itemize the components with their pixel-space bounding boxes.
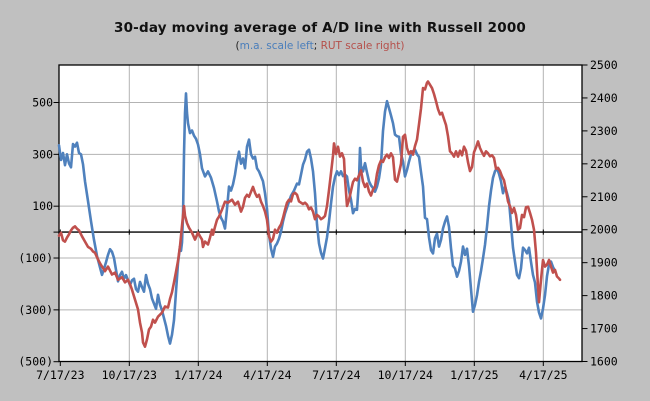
- left-axis-label: 300: [32, 147, 53, 161]
- x-axis-label: 4/17/25: [519, 368, 567, 382]
- subtitle-close-paren: ): [400, 40, 405, 52]
- left-axis-label: 500: [32, 96, 53, 110]
- chart-subtitle: (m.a. scale left; RUT scale right): [0, 40, 640, 52]
- right-axis-label: 2100: [590, 190, 618, 204]
- subtitle-open-paren: (: [235, 40, 240, 52]
- right-axis-label: 1800: [590, 289, 618, 303]
- ma-line-series: [57, 92, 557, 345]
- subtitle-ma-scale-label: m.a. scale left: [239, 40, 314, 52]
- chart-title: 30-day moving average of A/D line with R…: [113, 20, 527, 36]
- plot-area: [59, 65, 582, 362]
- plot-frame: [58, 64, 583, 363]
- right-axis-label: 2200: [590, 157, 618, 171]
- x-axis-label: 4/17/24: [243, 368, 292, 382]
- left-axis-label: 100: [32, 199, 53, 213]
- left-axis-label: (500): [18, 355, 53, 369]
- x-axis-label: 1/17/25: [450, 368, 498, 382]
- x-axis-label: 7/17/24: [312, 368, 361, 382]
- right-axis-label: 2000: [590, 223, 618, 237]
- right-axis-label: 2300: [590, 124, 618, 138]
- x-axis-label: 1/17/24: [174, 368, 223, 382]
- x-axis-label: 10/17/23: [102, 368, 157, 382]
- right-axis-label: 2400: [590, 91, 618, 105]
- right-axis-label: 2500: [590, 58, 618, 72]
- left-axis-label: (100): [18, 251, 53, 265]
- x-axis-label: 7/17/23: [36, 368, 85, 382]
- subtitle-separator: ;: [313, 40, 321, 52]
- right-axis-label: 1900: [590, 256, 618, 270]
- right-axis-label: 1600: [590, 355, 618, 369]
- left-axis-label: (300): [18, 303, 53, 317]
- x-axis-label: 10/17/24: [378, 368, 433, 382]
- right-axis-label: 1700: [590, 322, 618, 336]
- subtitle-rut-scale-label: RUT scale right: [320, 40, 401, 52]
- rut-line-series: [57, 80, 562, 348]
